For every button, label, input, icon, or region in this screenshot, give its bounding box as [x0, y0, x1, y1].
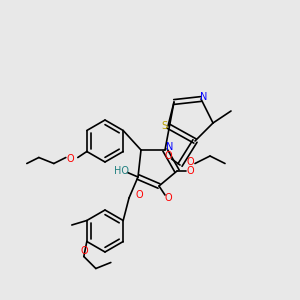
Text: S: S	[161, 121, 167, 131]
Text: HO: HO	[114, 166, 129, 176]
Text: O: O	[187, 157, 194, 167]
Text: O: O	[164, 193, 172, 203]
Text: O: O	[80, 245, 88, 256]
Text: O: O	[67, 154, 74, 164]
Text: N: N	[166, 142, 173, 152]
Text: O: O	[187, 166, 194, 176]
Text: O: O	[164, 151, 172, 161]
Text: O: O	[136, 190, 143, 200]
Text: N: N	[200, 92, 208, 103]
